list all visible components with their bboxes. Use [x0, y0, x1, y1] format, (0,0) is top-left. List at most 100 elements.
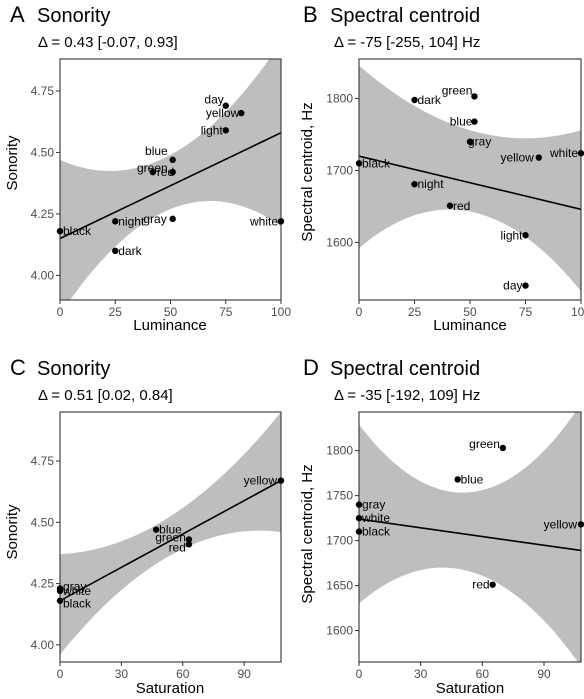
panel-a-xlabel: Luminance [133, 317, 206, 334]
point-gray [466, 138, 474, 145]
point-green [169, 168, 176, 176]
point-day [222, 102, 229, 109]
panel-c-xlabel: Saturation [136, 680, 204, 697]
y-tick-label: 1750 [326, 489, 353, 503]
point-black [355, 160, 363, 167]
y-tick-label: 4.00 [31, 638, 55, 652]
point-label-light: light [500, 228, 523, 242]
point-yellow [238, 109, 245, 117]
plot-layer: 0 25 50 75 100 4.00 4.25 4.50 4.75 black night dark… [31, 58, 584, 681]
point-green [499, 444, 507, 452]
point-label-red: red [472, 578, 489, 592]
y-tick-label: 1600 [326, 624, 353, 638]
y-tick-label: 1800 [326, 92, 353, 106]
panel-c-subtitle: Δ = 0.51 [0.02, 0.84] [38, 387, 173, 404]
point-white [56, 587, 64, 595]
x-tick-label: 100 [271, 305, 291, 319]
plot-frame [59, 411, 282, 663]
point-white [277, 218, 285, 225]
panel-b-xlabel: Luminance [433, 317, 506, 334]
point-label-red: red [169, 540, 186, 554]
point-light [222, 127, 229, 134]
point-label-night: night [118, 214, 145, 228]
point-white [577, 150, 584, 157]
confidence-ribbon [359, 412, 581, 662]
plot-panel-d: 0 30 60 90 1600 1650 1700 1750 1800 graywhiteblac… [326, 411, 584, 681]
y-tick-label: 4.50 [31, 145, 55, 159]
point-label-dark: dark [418, 93, 442, 107]
point-dark [411, 96, 418, 104]
y-tick-label: 1650 [326, 579, 353, 593]
y-tick-label: 4.75 [31, 84, 55, 98]
y-tick-label: 4.50 [31, 515, 55, 529]
y-tick-label: 1700 [326, 534, 353, 548]
y-tick-label: 1600 [326, 235, 353, 249]
x-tick-label: 50 [164, 305, 178, 319]
point-label-white: white [62, 584, 91, 598]
point-label-black: black [63, 224, 92, 238]
x-tick-label: 0 [356, 667, 363, 681]
panel-d-ylabel: Spectral centroid, Hz [299, 464, 316, 603]
plot-panel-a: 0 25 50 75 100 4.00 4.25 4.50 4.75 black night dark… [31, 58, 291, 319]
panel-c: C Sonority Δ = 0.51 [0.02, 0.84] Sonorit… [4, 355, 204, 697]
confidence-ribbon [359, 65, 581, 292]
point-label-yellow: yellow [500, 151, 534, 165]
point-label-dark: dark [118, 244, 142, 258]
point-label-black: black [362, 525, 391, 539]
point-label-white: white [361, 511, 390, 525]
point-gray [355, 501, 363, 508]
x-tick-label: 25 [408, 305, 422, 319]
point-label-yellow: yellow [544, 517, 578, 531]
point-blue [169, 156, 176, 164]
panel-b-letter: B [303, 2, 318, 27]
point-label-green: green [155, 530, 186, 544]
point-light [522, 232, 529, 239]
point-night [112, 218, 119, 225]
confidence-ribbon [60, 412, 281, 655]
point-red [446, 202, 454, 209]
y-tick-label: 1800 [326, 444, 353, 458]
panel-a: A Sonority Δ = 0.43 [-0.07, 0.93] Sonori… [4, 2, 207, 334]
panel-a-letter: A [10, 2, 25, 27]
panel-b-title: Spectral centroid [330, 5, 480, 27]
point-label-red: red [453, 199, 470, 213]
point-green [471, 93, 478, 100]
point-label-gray: gray [362, 498, 385, 512]
point-label-blue: blue [450, 115, 473, 129]
point-label-gray: gray [143, 212, 166, 226]
panel-a-ylabel: Sonority [4, 135, 21, 191]
point-blue [454, 476, 461, 483]
x-tick-label: 60 [176, 667, 190, 681]
panel-d-subtitle: Δ = -35 [-192, 109] Hz [334, 387, 480, 404]
point-label-white: white [549, 146, 578, 160]
panel-a-subtitle: Δ = 0.43 [-0.07, 0.93] [38, 34, 178, 51]
regression-line [359, 518, 581, 552]
panel-d-title: Spectral centroid [330, 358, 480, 380]
point-black [56, 597, 64, 604]
point-label-blue: blue [145, 144, 168, 158]
x-tick-label: 90 [537, 667, 551, 681]
point-label-black: black [362, 156, 391, 170]
point-red [149, 168, 157, 176]
x-tick-label: 90 [237, 667, 251, 681]
regression-line [359, 155, 581, 211]
point-label-gray: gray [63, 579, 86, 593]
x-tick-label: 0 [57, 305, 64, 319]
point-label-green: green [469, 437, 500, 451]
point-label-red: red [157, 165, 174, 179]
panel-b: B Spectral centroid Δ = -75 [-255, 104] … [299, 2, 507, 334]
x-tick-label: 75 [519, 305, 533, 319]
point-label-day: day [503, 279, 522, 293]
point-label-day: day [204, 93, 223, 107]
point-black [355, 528, 363, 535]
x-tick-label: 100 [571, 305, 584, 319]
point-black [56, 227, 64, 235]
x-tick-label: 25 [109, 305, 123, 319]
point-label-green: green [442, 83, 473, 97]
point-label-night: night [418, 177, 445, 191]
regression-line [60, 132, 281, 240]
x-tick-label: 30 [414, 667, 428, 681]
point-label-white: white [249, 214, 278, 228]
